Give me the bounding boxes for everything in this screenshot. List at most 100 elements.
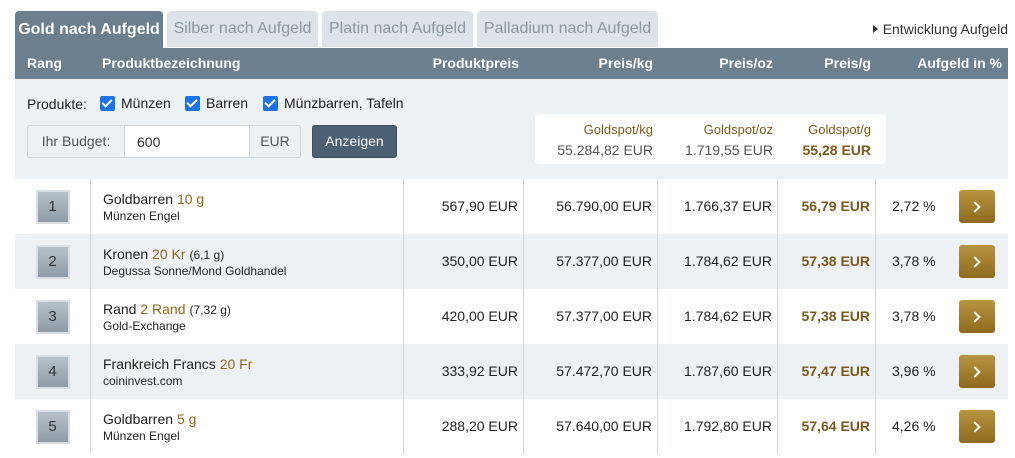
spot-kg-label: Goldspot/kg — [583, 122, 653, 137]
development-link[interactable]: Entwicklung Aufgeld — [872, 21, 1008, 37]
per-g-cell: 56,79 EUR — [777, 179, 875, 234]
products-label: Produkte: — [27, 96, 87, 112]
checkbox-coinbars-label: Münzbarren, Tafeln — [284, 95, 404, 111]
filter-panel: Produkte: Münzen Barren Münzbarren, Tafe… — [15, 79, 1008, 179]
chevron-right-icon — [969, 310, 981, 323]
product-grams: (7,32 g) — [189, 303, 231, 317]
price-cell: 567,90 EUR — [403, 179, 523, 234]
spot-kg-value: 55.284,82 EUR — [557, 142, 653, 158]
product-cell: Rand 2 Rand (7,32 g) Gold-Exchange — [90, 289, 403, 344]
tab-gold[interactable]: Gold nach Aufgeld — [15, 11, 163, 48]
col-product[interactable]: Produktbezeichnung — [102, 55, 241, 71]
table-row: 5 Goldbarren 5 g Münzen Engel 288,20 EUR… — [15, 399, 1008, 454]
product-name[interactable]: Goldbarren 10 g — [103, 191, 403, 207]
tab-palladium[interactable]: Palladium nach Aufgeld — [477, 11, 658, 47]
chevron-right-icon — [969, 255, 981, 268]
development-link-label: Entwicklung Aufgeld — [882, 21, 1008, 37]
table-row: 4 Frankreich Francs 20 Fr coininvest.com… — [15, 344, 1008, 399]
details-button[interactable] — [958, 410, 995, 443]
spot-oz: Goldspot/oz 1.719,55 EUR — [685, 122, 773, 158]
rank-cell: 3 — [15, 289, 90, 344]
per-g-cell: 57,38 EUR — [777, 289, 875, 344]
price-cell: 288,20 EUR — [403, 399, 523, 454]
spot-kg: Goldspot/kg 55.284,82 EUR — [557, 122, 653, 158]
chevron-right-icon — [969, 420, 981, 433]
details-button[interactable] — [958, 300, 995, 333]
details-button[interactable] — [958, 355, 995, 388]
spot-prices: Goldspot/kg 55.284,82 EUR Goldspot/oz 1.… — [535, 114, 886, 164]
col-per-kg[interactable]: Preis/kg — [598, 55, 653, 71]
product-name[interactable]: Goldbarren 5 g — [103, 411, 403, 427]
spot-g: Goldspot/g 55,28 EUR — [803, 122, 871, 158]
product-title: Goldbarren — [103, 411, 174, 427]
rank-badge: 3 — [35, 299, 70, 334]
rank-cell: 2 — [15, 234, 90, 289]
per-kg-cell: 57.640,00 EUR — [523, 399, 657, 454]
product-name[interactable]: Rand 2 Rand (7,32 g) — [103, 301, 403, 317]
action-cell — [945, 344, 1008, 399]
budget-unit: EUR — [249, 125, 301, 158]
checkbox-coins[interactable]: Münzen — [100, 95, 171, 111]
product-cell: Goldbarren 5 g Münzen Engel — [90, 399, 403, 454]
col-rank[interactable]: Rang — [27, 55, 62, 71]
premium-cell: 4,26 % — [875, 399, 945, 454]
checkbox-coinbars[interactable]: Münzbarren, Tafeln — [263, 95, 404, 111]
product-cell: Frankreich Francs 20 Fr coininvest.com — [90, 344, 403, 399]
dealer-name: Münzen Engel — [103, 429, 180, 443]
product-title: Rand — [103, 301, 137, 317]
price-cell: 420,00 EUR — [403, 289, 523, 344]
per-g-cell: 57,64 EUR — [777, 399, 875, 454]
tab-platinum[interactable]: Platin nach Aufgeld — [322, 11, 473, 47]
action-cell — [945, 234, 1008, 289]
col-price[interactable]: Produktpreis — [432, 55, 519, 71]
per-oz-cell: 1.792,80 EUR — [657, 399, 777, 454]
action-cell — [945, 289, 1008, 344]
budget-input[interactable] — [124, 125, 250, 158]
premium-cell: 2,72 % — [875, 179, 945, 234]
per-oz-cell: 1.766,37 EUR — [657, 179, 777, 234]
details-button[interactable] — [958, 190, 995, 223]
per-oz-cell: 1.784,62 EUR — [657, 234, 777, 289]
show-button[interactable]: Anzeigen — [312, 125, 397, 158]
checkbox-checked-icon[interactable] — [100, 95, 115, 111]
checkbox-bars[interactable]: Barren — [185, 95, 248, 111]
rank-badge: 5 — [35, 409, 70, 444]
details-button[interactable] — [958, 245, 995, 278]
premium-cell: 3,78 % — [875, 289, 945, 344]
table-row: 3 Rand 2 Rand (7,32 g) Gold-Exchange 420,… — [15, 289, 1008, 344]
spot-oz-label: Goldspot/oz — [703, 122, 773, 137]
dealer-name: Münzen Engel — [103, 209, 180, 223]
premium-cell: 3,78 % — [875, 234, 945, 289]
product-cell: Kronen 20 Kr (6,1 g) Degussa Sonne/Mond G… — [90, 234, 403, 289]
budget-label: Ihr Budget: — [27, 125, 125, 158]
table-header: Rang Produktbezeichnung Produktpreis Pre… — [15, 48, 1008, 79]
col-premium[interactable]: Aufgeld in % — [917, 55, 1002, 71]
product-weight: 2 Rand — [140, 301, 186, 317]
per-g-cell: 57,38 EUR — [777, 234, 875, 289]
dealer-name: coininvest.com — [103, 374, 183, 388]
rank-badge: 2 — [35, 244, 70, 279]
col-per-g[interactable]: Preis/g — [824, 55, 871, 71]
product-weight: 5 g — [176, 411, 197, 427]
col-per-oz[interactable]: Preis/oz — [719, 55, 773, 71]
product-weight: 20 Kr — [152, 246, 186, 262]
checkbox-checked-icon[interactable] — [263, 95, 278, 111]
checkbox-checked-icon[interactable] — [185, 95, 200, 111]
per-g-cell: 57,47 EUR — [777, 344, 875, 399]
product-title: Goldbarren — [103, 191, 174, 207]
spot-oz-value: 1.719,55 EUR — [685, 142, 773, 158]
product-grams: (6,1 g) — [189, 248, 225, 262]
per-oz-cell: 1.787,60 EUR — [657, 344, 777, 399]
spot-g-label: Goldspot/g — [808, 122, 871, 137]
triangle-right-icon — [872, 25, 878, 33]
dealer-name: Gold-Exchange — [103, 319, 186, 333]
product-title: Frankreich Francs — [103, 356, 216, 372]
chevron-right-icon — [969, 200, 981, 213]
per-kg-cell: 57.472,70 EUR — [523, 344, 657, 399]
product-name[interactable]: Kronen 20 Kr (6,1 g) — [103, 246, 403, 262]
tab-silver[interactable]: Silber nach Aufgeld — [167, 11, 318, 47]
product-weight: 20 Fr — [219, 356, 253, 372]
per-kg-cell: 57.377,00 EUR — [523, 234, 657, 289]
product-name[interactable]: Frankreich Francs 20 Fr — [103, 356, 403, 372]
rank-badge: 4 — [35, 354, 70, 389]
